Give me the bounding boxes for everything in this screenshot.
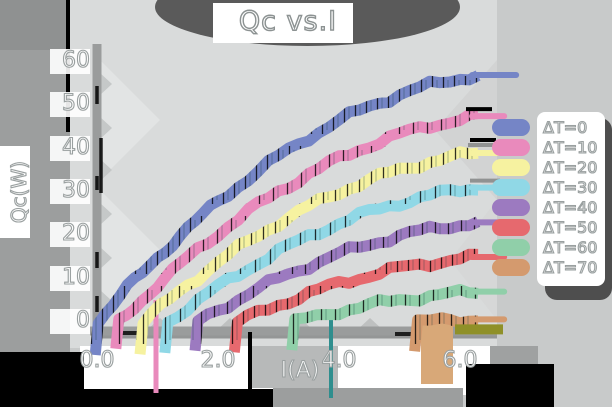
y-axis-bump (99, 289, 112, 313)
y-tick-label: 0 (75, 307, 90, 333)
legend-label: ΔT=10 (542, 137, 598, 157)
bg-triangle (435, 60, 497, 200)
y-axis-bump (99, 116, 112, 140)
ytick-box (50, 92, 90, 118)
legend-label: ΔT=30 (542, 177, 598, 197)
ytick-box (50, 222, 90, 248)
legend-label: ΔT=70 (542, 257, 598, 277)
legend-swatch (492, 139, 530, 156)
ytick-box (50, 179, 90, 204)
series-line-4 (159, 184, 479, 354)
x-tick-label: 2.0 (200, 347, 236, 373)
y-tick-label: 20 (61, 221, 90, 247)
ytick-box (50, 309, 90, 334)
x-tick-label: 0.0 (79, 347, 115, 373)
y-axis-bump (99, 246, 112, 270)
y-tick-label: 30 (61, 177, 90, 203)
bottom-gray-strip (273, 388, 463, 407)
series-line-5 (189, 216, 481, 352)
x-axis-label: I(A) (280, 357, 320, 383)
legend-swatch (492, 119, 530, 136)
legend-background-box (537, 112, 605, 286)
y-axis-bump (99, 72, 112, 96)
bottom-gray-patch (248, 346, 338, 388)
series-line-2 (110, 108, 479, 350)
legend-label: ΔT=40 (542, 197, 598, 217)
chart-title: Qc vs.I (238, 5, 338, 37)
y-tick-label: 60 (61, 47, 90, 73)
legend-swatch (492, 199, 530, 216)
y-tick-label: 40 (61, 134, 90, 160)
series-line-8 (409, 312, 479, 352)
bottom-shadow-strip (58, 389, 273, 407)
series-line-7 (286, 284, 479, 351)
bg-triangle (95, 185, 160, 315)
legend-swatch (492, 219, 530, 236)
title-background-box (213, 3, 353, 43)
legend-label: ΔT=20 (542, 157, 598, 177)
legend-swatch (492, 239, 530, 256)
ylabel-background-box (0, 146, 30, 238)
ytick-box (50, 265, 90, 291)
y-tick-label: 10 (61, 264, 90, 290)
legend-swatch (492, 159, 530, 176)
x-tick-label: 4.0 (321, 347, 357, 373)
y-tick-label: 50 (61, 91, 90, 117)
legend-swatch (492, 179, 530, 196)
series-line-6 (228, 248, 479, 353)
legend-label: ΔT=0 (542, 117, 588, 137)
series-start-column (421, 322, 453, 384)
legend-label: ΔT=50 (542, 217, 598, 237)
legend-swatch (492, 259, 530, 276)
ytick-box (50, 49, 90, 74)
x-tick-label: 6.0 (442, 347, 478, 373)
series-line-3 (134, 146, 479, 355)
series-line-1 (89, 70, 481, 356)
bottom-right-shadow (466, 364, 554, 407)
y-axis-bump (99, 202, 112, 226)
ytick-box (50, 135, 90, 161)
left-margin-strip-dark (0, 0, 70, 50)
plot-area-background (70, 0, 497, 348)
legend-label: ΔT=60 (542, 237, 598, 257)
bg-triangle (95, 55, 160, 185)
